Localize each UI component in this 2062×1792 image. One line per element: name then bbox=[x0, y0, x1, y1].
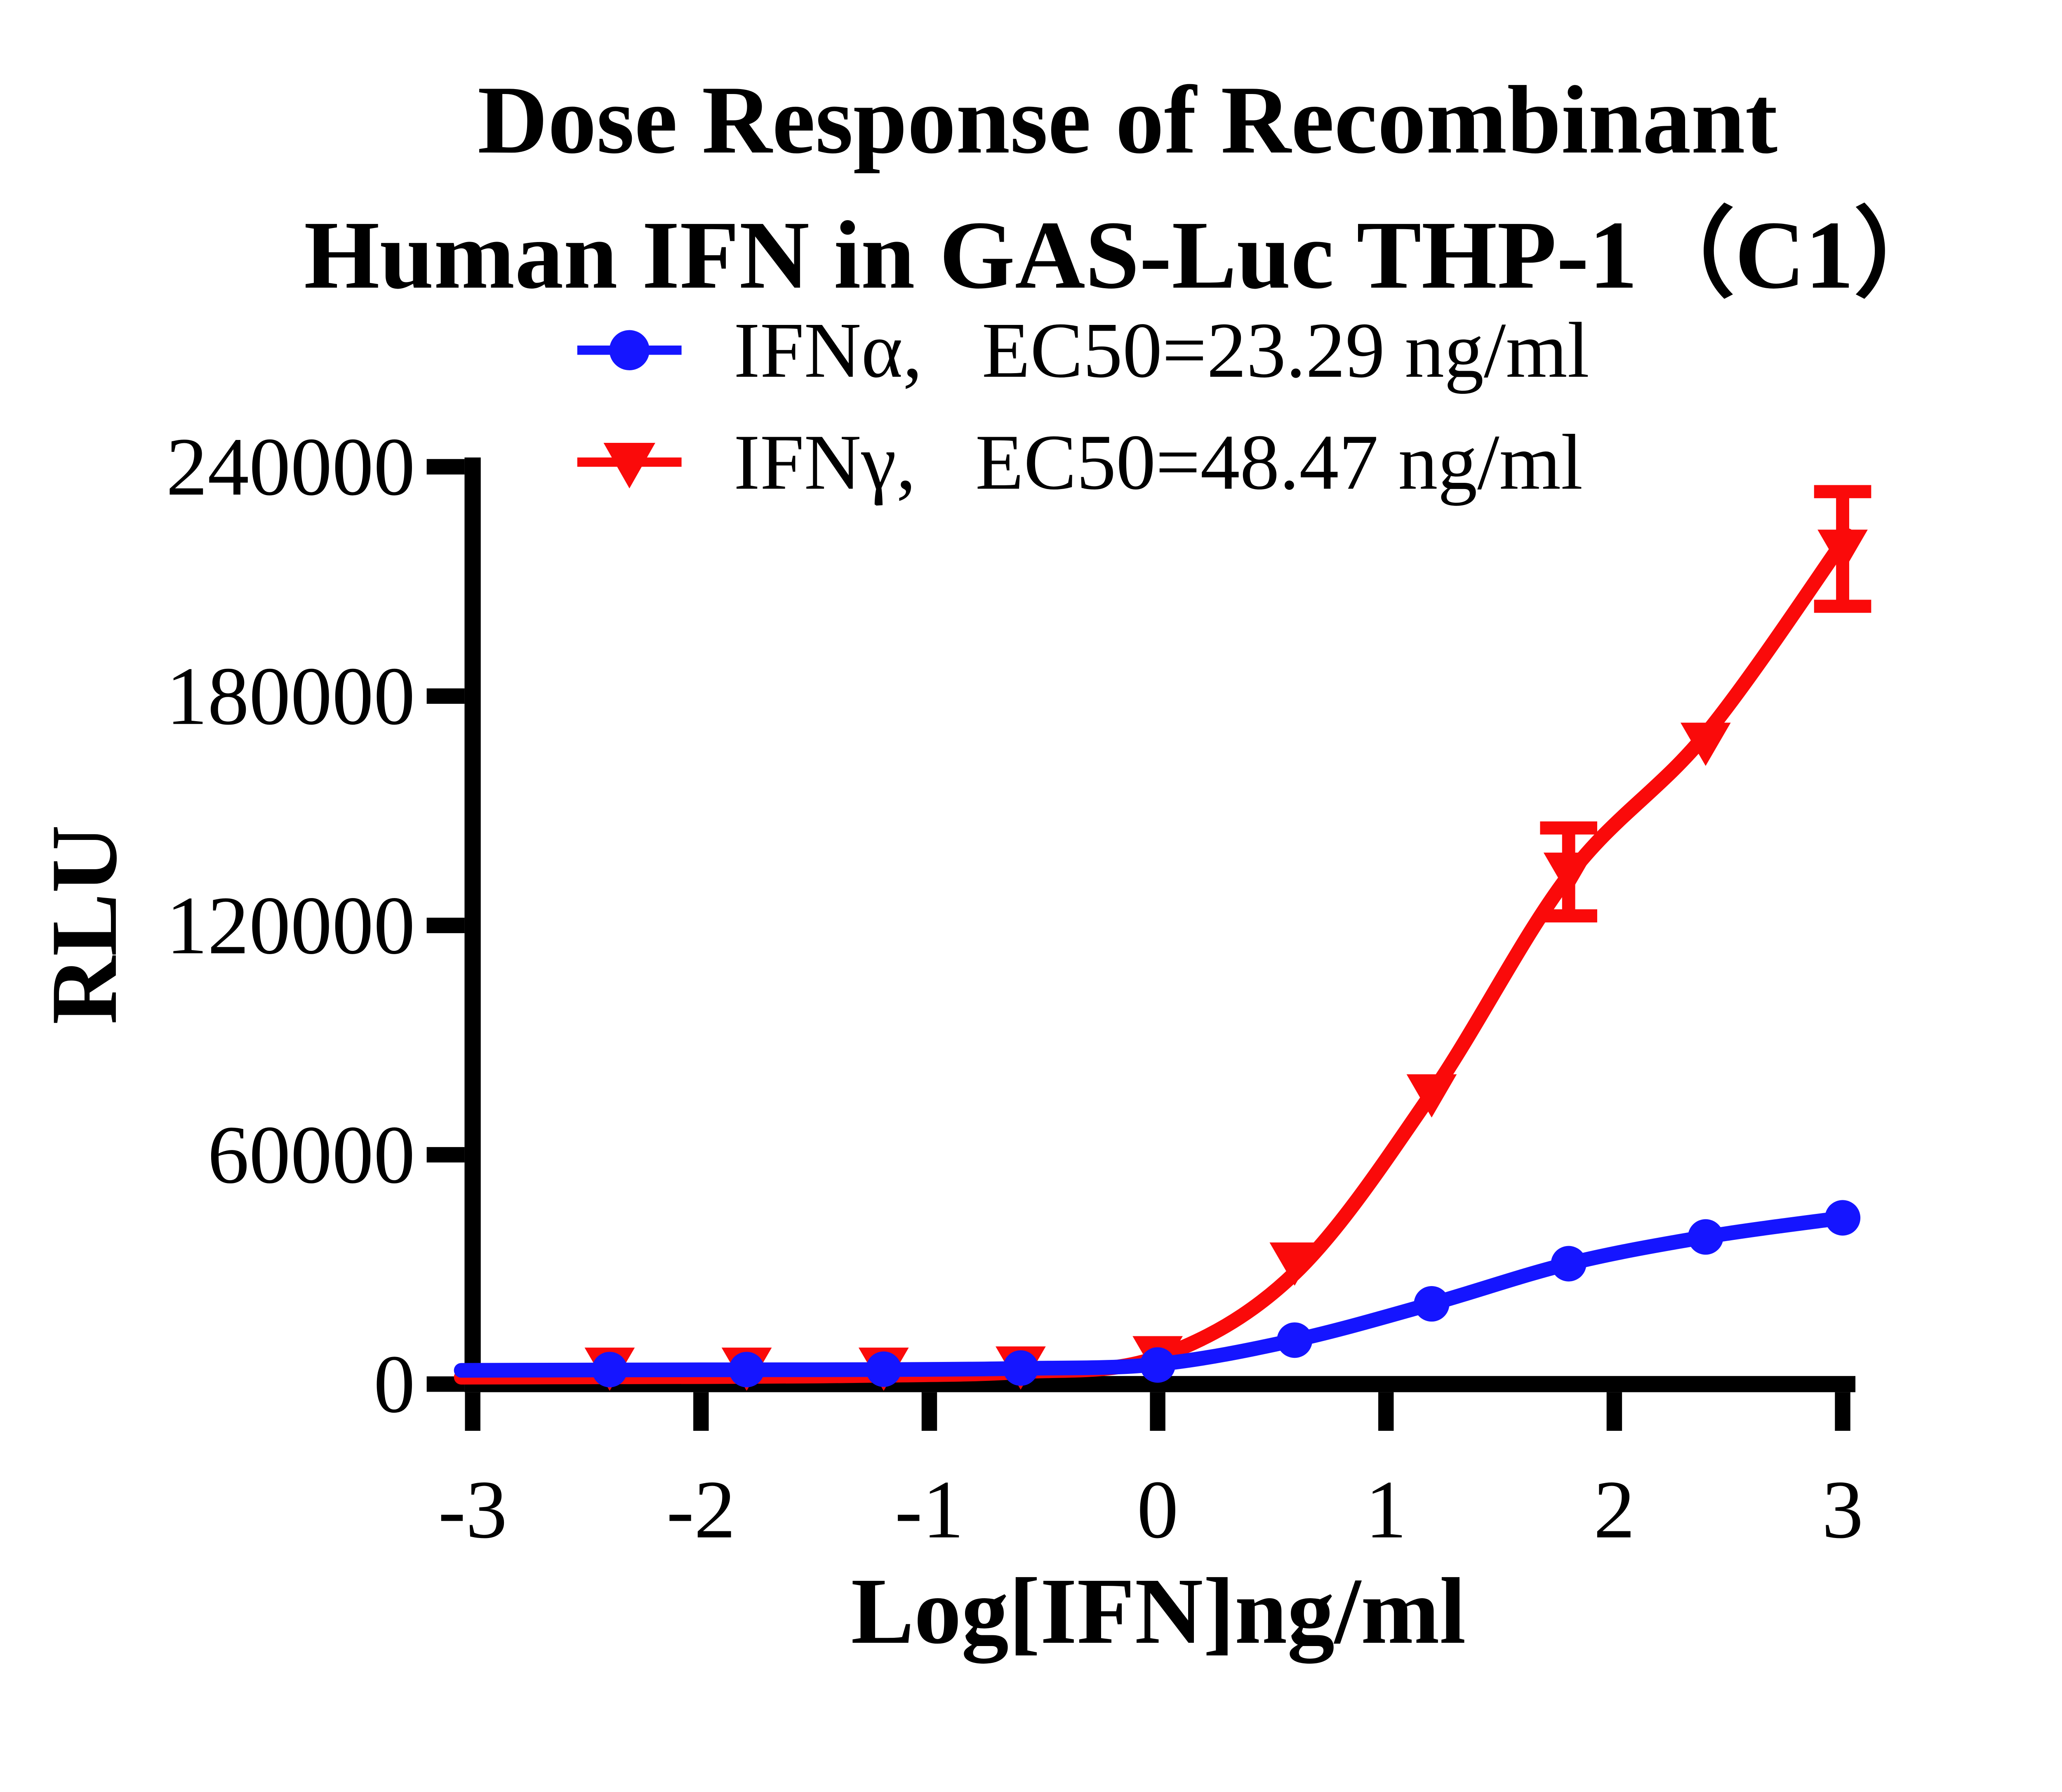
x-tick-label: 3 bbox=[1822, 1464, 1864, 1556]
data-point-markers bbox=[584, 529, 1868, 1391]
data-point bbox=[1406, 1074, 1457, 1118]
data-point bbox=[592, 1352, 628, 1388]
y-axis-tick-labels: 0 60000 120000 180000 240000 bbox=[166, 421, 415, 1430]
data-point bbox=[1817, 529, 1868, 573]
y-tick-label: 0 bbox=[374, 1338, 415, 1430]
data-point bbox=[1414, 1286, 1450, 1322]
axes: -3 -2 -1 0 1 2 3 0 60000 120000 180000 240000 bbox=[166, 421, 1864, 1556]
legend-circle-marker-icon bbox=[609, 330, 650, 370]
legend-item-ifn-alpha: IFNα, EC50=23.29 ng/ml bbox=[577, 306, 1589, 394]
x-axis-tick-labels: -3 -2 -1 0 1 2 3 bbox=[438, 1464, 1863, 1556]
x-tick-label: -1 bbox=[895, 1464, 964, 1556]
legend-item-ifn-gamma: IFNγ, EC50=48.47 ng/ml bbox=[577, 418, 1583, 506]
legend-triangle-marker-icon bbox=[603, 442, 655, 489]
x-tick-label: 0 bbox=[1137, 1464, 1179, 1556]
data-point bbox=[1681, 722, 1731, 766]
data-point bbox=[1277, 1322, 1313, 1358]
data-point bbox=[1688, 1219, 1723, 1255]
y-tick-label: 120000 bbox=[166, 880, 415, 971]
y-tick-label: 240000 bbox=[166, 421, 415, 513]
x-tick-label: -3 bbox=[438, 1464, 507, 1556]
x-tick-label: -2 bbox=[666, 1464, 736, 1556]
fitted-curves bbox=[454, 528, 1855, 1385]
x-tick-label: 2 bbox=[1594, 1464, 1635, 1556]
x-axis-title: Log[IFN]ng/ml bbox=[851, 1559, 1466, 1664]
data-point bbox=[1824, 1200, 1861, 1236]
data-point bbox=[866, 1351, 902, 1387]
y-axis-ticks bbox=[426, 459, 465, 1392]
data-point bbox=[1551, 1246, 1587, 1282]
data-point bbox=[1269, 1242, 1320, 1286]
legend: IFNα, EC50=23.29 ng/ml IFNγ, EC50=48.47 … bbox=[577, 306, 1589, 506]
chart-canvas: Dose Response of Recombinant Human IFN i… bbox=[31, 66, 1951, 1664]
data-point bbox=[1140, 1347, 1176, 1383]
error-bars bbox=[1540, 485, 1871, 923]
chart-title-line2: Human IFN in GAS-Luc THP-1（C1） bbox=[304, 202, 1951, 309]
data-point bbox=[729, 1352, 765, 1388]
legend-label-ifn-gamma: IFNγ, EC50=48.47 ng/ml bbox=[734, 418, 1583, 506]
data-point bbox=[1543, 852, 1594, 896]
y-tick-label: 60000 bbox=[207, 1109, 415, 1201]
x-axis-ticks bbox=[465, 1392, 1850, 1431]
legend-label-ifn-alpha: IFNα, EC50=23.29 ng/ml bbox=[734, 306, 1589, 394]
y-axis-title: RLU bbox=[32, 825, 137, 1024]
data-point bbox=[1003, 1350, 1038, 1386]
dose-response-chart: Dose Response of Recombinant Human IFN i… bbox=[31, 66, 1951, 1664]
chart-title-line1: Dose Response of Recombinant bbox=[478, 66, 1777, 174]
x-tick-label: 1 bbox=[1365, 1464, 1407, 1556]
y-tick-label: 180000 bbox=[166, 650, 415, 742]
